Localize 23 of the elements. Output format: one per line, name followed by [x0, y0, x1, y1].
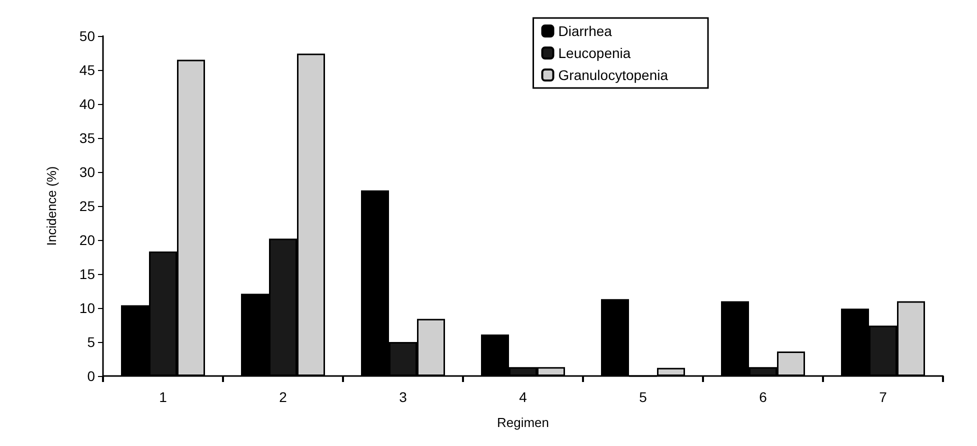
y-tick-label: 0 — [87, 368, 96, 384]
y-tick-label: 35 — [79, 130, 96, 146]
x-axis-title: Regimen — [496, 415, 550, 430]
x-tick-label: 3 — [399, 389, 408, 405]
legend-label: Diarrhea — [558, 23, 612, 39]
x-tick-label: 4 — [519, 389, 528, 405]
y-tick-label: 50 — [79, 28, 96, 44]
y-tick-label: 15 — [79, 266, 96, 282]
y-tick-label: 10 — [79, 300, 96, 316]
y-tick-label: 25 — [79, 198, 96, 214]
y-axis-title: Incidence (%) — [44, 166, 59, 246]
x-tick-label: 1 — [159, 389, 168, 405]
y-tick-label: 20 — [79, 232, 96, 248]
y-tick-label: 45 — [79, 62, 96, 78]
legend-label: Leucopenia — [558, 45, 631, 61]
x-tick-label: 2 — [279, 389, 288, 405]
legend-label: Granulocytopenia — [558, 67, 668, 83]
x-tick-label: 5 — [639, 389, 648, 405]
y-tick-label: 40 — [79, 96, 96, 112]
y-tick-label: 5 — [87, 334, 96, 350]
y-tick-label: 30 — [79, 164, 96, 180]
x-tick-label: 7 — [879, 389, 888, 405]
x-tick-label: 6 — [759, 389, 768, 405]
